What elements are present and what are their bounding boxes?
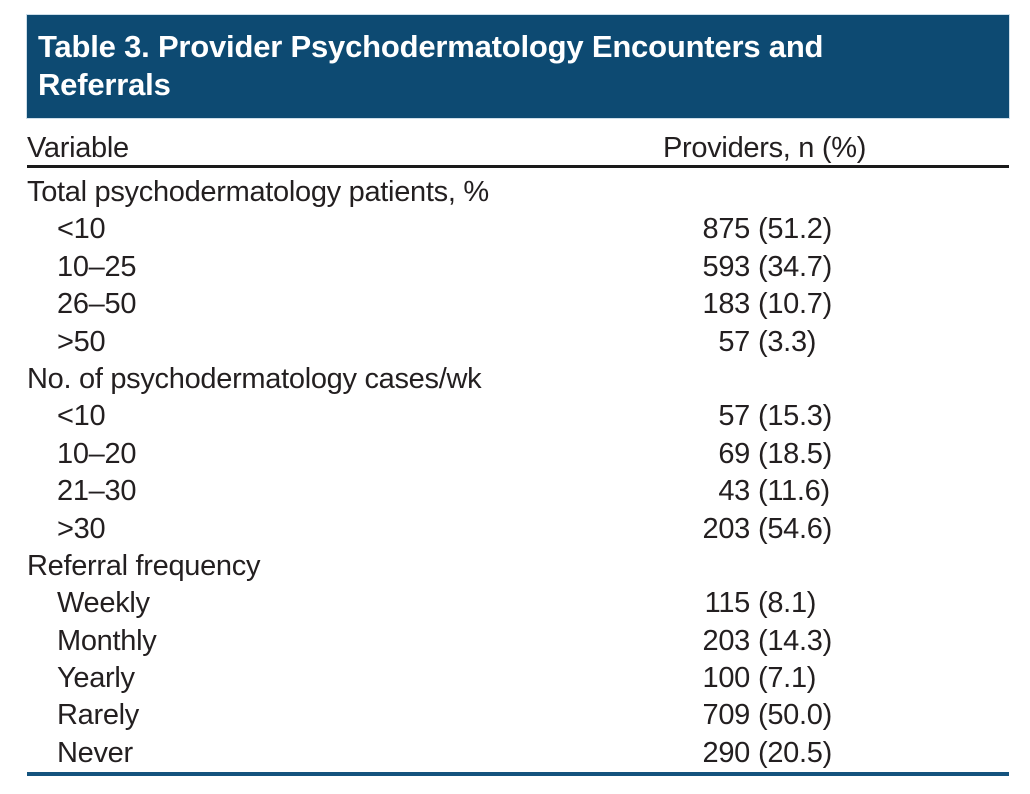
- count-value: 203: [702, 624, 751, 657]
- table-row: 10–25 593 (34.7): [27, 249, 1009, 286]
- table-row: 21–30 43 (11.6): [27, 473, 1009, 510]
- column-header-providers: Providers, n (%): [663, 132, 867, 164]
- count-value: 57: [718, 325, 750, 358]
- percent-value: (7.1): [758, 662, 817, 695]
- table-row: 26–50 183 (10.7): [27, 286, 1009, 323]
- table-body: Total psychodermatology patients, % <10 …: [27, 168, 1009, 772]
- percent-value: (3.3): [758, 325, 817, 358]
- percent-value: (15.3): [758, 400, 832, 433]
- row-label: <10: [57, 213, 106, 246]
- percent-value: (54.6): [758, 512, 832, 545]
- row-value: 875 (51.2): [27, 211, 833, 248]
- row-label: >30: [57, 512, 106, 545]
- row-value: 203 (14.3): [27, 623, 833, 660]
- row-label: 26–50: [57, 288, 137, 321]
- section-label: Total psychodermatology patients, %: [27, 176, 489, 208]
- row-value: 709 (50.0): [27, 697, 833, 734]
- row-label: <10: [57, 400, 106, 433]
- count-value: 203: [702, 512, 751, 545]
- percent-value: (18.5): [758, 437, 832, 470]
- row-value: 115 (8.1): [27, 585, 817, 622]
- table-row: >30 203 (54.6): [27, 511, 1009, 548]
- percent-value: (20.5): [758, 736, 832, 769]
- section-row: No. of psychodermatology cases/wk: [27, 361, 1009, 398]
- percent-value: (51.2): [758, 213, 832, 246]
- count-value: 875: [702, 213, 751, 246]
- row-label: Monthly: [57, 624, 157, 657]
- count-value: 100: [702, 662, 751, 695]
- count-value: 183: [702, 288, 751, 321]
- table-row: Never 290 (20.5): [27, 735, 1009, 772]
- percent-value: (34.7): [758, 250, 832, 283]
- count-value: 115: [704, 587, 751, 620]
- count-value: 57: [718, 400, 750, 433]
- count-value: 69: [718, 437, 750, 470]
- row-value: 203 (54.6): [27, 511, 833, 548]
- table-header-row: Variable Providers, n (%): [27, 118, 1009, 168]
- row-label: 10–20: [57, 437, 137, 470]
- row-value: 593 (34.7): [27, 249, 833, 286]
- row-value: 69 (18.5): [27, 436, 832, 473]
- table-title-banner: Table 3. Provider Psychodermatology Enco…: [27, 15, 1009, 118]
- percent-value: (10.7): [758, 288, 832, 321]
- table-row: >50 57 (3.3): [27, 324, 1009, 361]
- table-row: Weekly 115 (8.1): [27, 585, 1009, 622]
- percent-value: (8.1): [758, 587, 817, 620]
- table-row: <10 57 (15.3): [27, 398, 1009, 435]
- count-value: 709: [702, 699, 751, 732]
- table-title: Table 3. Provider Psychodermatology Enco…: [38, 29, 824, 102]
- table-bottom-rule: [27, 772, 1009, 777]
- column-header-variable: Variable: [27, 132, 129, 164]
- row-value: 43 (11.6): [27, 473, 830, 510]
- section-row: Referral frequency: [27, 548, 1009, 585]
- row-label: >50: [57, 325, 106, 358]
- section-label: No. of psychodermatology cases/wk: [27, 362, 482, 395]
- section-label: Referral frequency: [27, 549, 261, 582]
- table-row: Monthly 203 (14.3): [27, 623, 1009, 660]
- row-label: 10–25: [57, 250, 137, 283]
- percent-value: (11.6): [758, 475, 830, 508]
- row-label: Yearly: [57, 662, 135, 695]
- row-value: 57 (15.3): [27, 398, 832, 435]
- count-value: 290: [702, 736, 751, 769]
- row-label: 21–30: [57, 475, 137, 508]
- percent-value: (50.0): [758, 699, 832, 732]
- table-row: Yearly 100 (7.1): [27, 660, 1009, 697]
- percent-value: (14.3): [758, 624, 832, 657]
- row-value: 100 (7.1): [27, 660, 817, 697]
- count-value: 43: [718, 475, 750, 508]
- table-row: Rarely 709 (50.0): [27, 697, 1009, 734]
- row-value: 183 (10.7): [27, 286, 833, 323]
- row-label: Rarely: [57, 699, 139, 732]
- row-label: Never: [57, 736, 133, 769]
- table-row: <10 875 (51.2): [27, 211, 1009, 248]
- row-value: 57 (3.3): [27, 324, 816, 361]
- count-value: 593: [702, 250, 751, 283]
- row-label: Weekly: [57, 587, 150, 620]
- table-row: 10–20 69 (18.5): [27, 436, 1009, 473]
- row-value: 290 (20.5): [27, 735, 833, 772]
- section-row: Total psychodermatology patients, %: [27, 174, 1009, 211]
